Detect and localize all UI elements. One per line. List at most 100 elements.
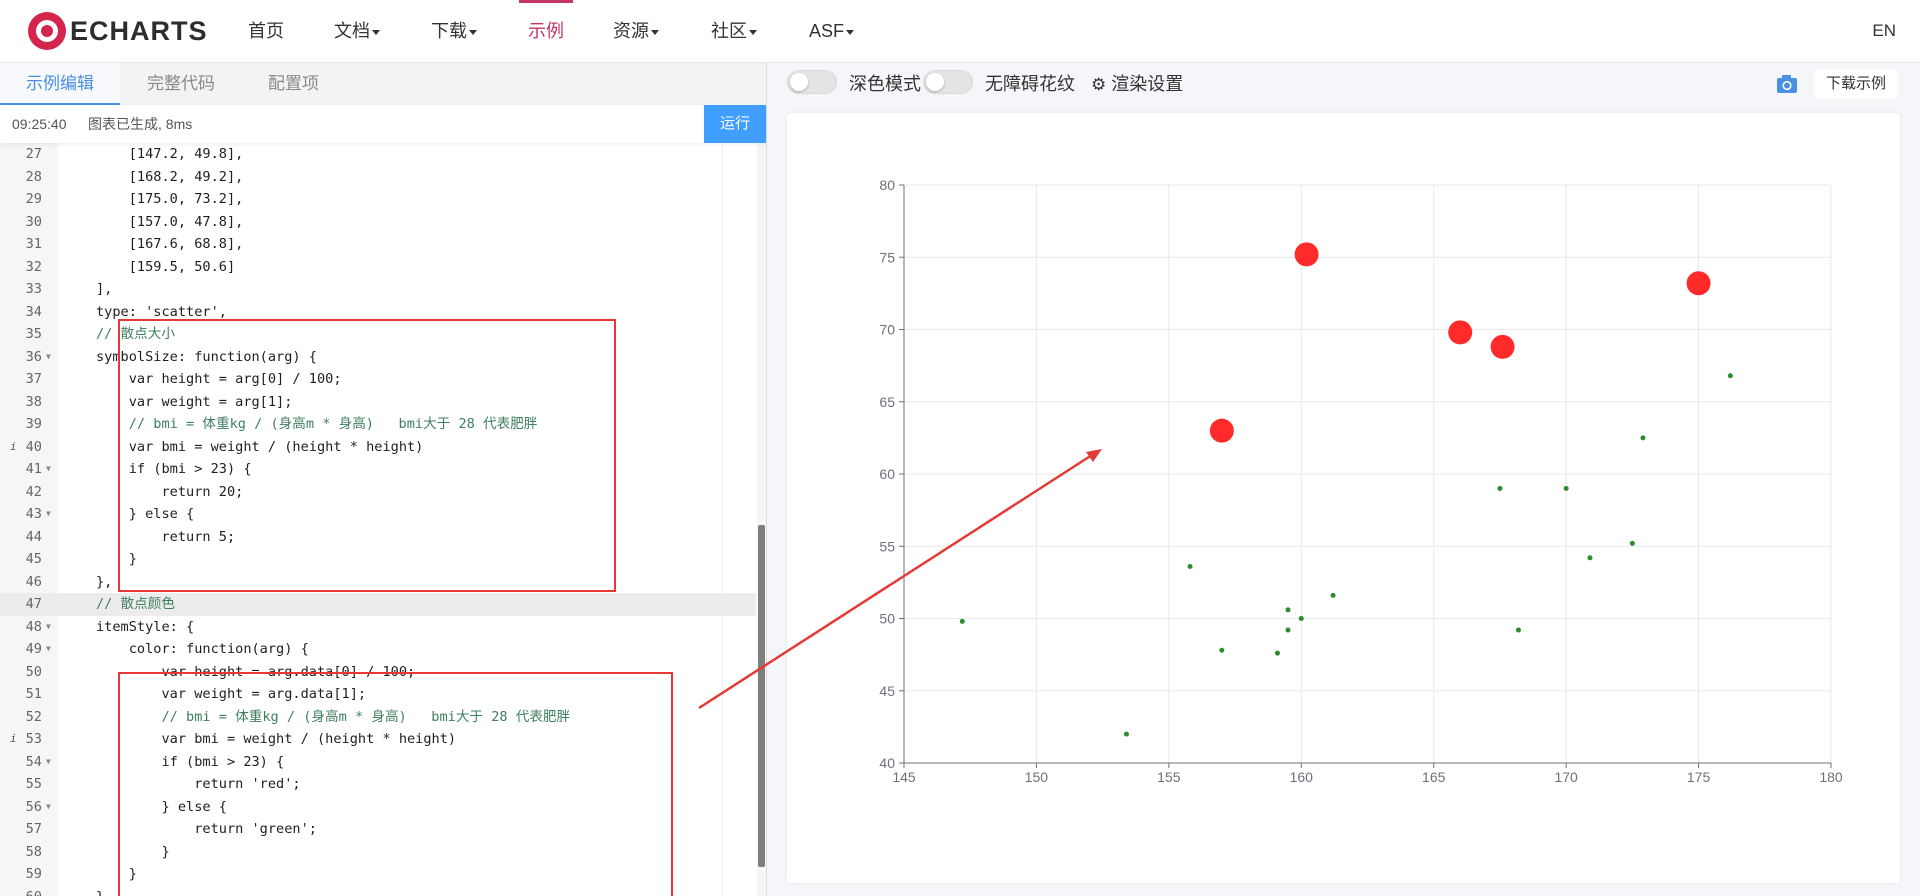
tab-full-code[interactable]: 完整代码 (147, 74, 215, 93)
code-line[interactable]: 54 ▼ if (bmi > 23) { (0, 751, 756, 774)
code-line[interactable]: 48 ▼ itemStyle: { (0, 616, 756, 639)
code-line[interactable]: 42 return 20; (0, 481, 756, 504)
scatter-chart[interactable]: 145 150 155 160 165 170 175 180 40 45 50 55 60 65 70 75… (787, 113, 1900, 883)
editor-pane: 示例编辑 完整代码 配置项 09:25:40 图表已生成, 8ms 运行 27 … (0, 63, 767, 896)
language-switch[interactable]: EN (1872, 21, 1896, 40)
code-line[interactable]: 53 i var bmi = weight / (height * height) (0, 728, 756, 751)
nav-item-community[interactable]: 社区 (711, 0, 757, 62)
nav-item-download[interactable]: 下载 (431, 0, 477, 62)
scatter-point-normal[interactable] (1515, 627, 1521, 633)
fold-arrow-icon[interactable]: ▼ (46, 644, 51, 653)
code-line[interactable]: 51 var weight = arg.data[1]; (0, 683, 756, 706)
code-line[interactable]: 49 ▼ color: function(arg) { (0, 638, 756, 661)
code-text: var weight = arg.data[1]; (96, 686, 367, 702)
info-icon[interactable]: i (10, 439, 17, 453)
fold-arrow-icon[interactable]: ▼ (46, 464, 51, 473)
nav-item-asf[interactable]: ASF (809, 0, 855, 62)
caret-down-icon (469, 29, 477, 35)
code-line[interactable]: 37 var height = arg[0] / 100; (0, 368, 756, 391)
code-text: var bmi = weight / (height * height) (96, 731, 457, 747)
fold-arrow-icon[interactable]: ▼ (46, 509, 51, 518)
nav-item-docs[interactable]: 文档 (334, 0, 380, 62)
scatter-point-normal[interactable] (1298, 616, 1304, 621)
scatter-point-high-bmi[interactable] (1686, 271, 1711, 296)
camera-icon[interactable] (1776, 73, 1798, 95)
scatter-point-normal[interactable] (1274, 650, 1280, 656)
code-text: [175.0, 73.2], (96, 191, 244, 207)
render-settings-button[interactable]: ⚙ 渲染设置 (1091, 63, 1183, 106)
scatter-point-high-bmi[interactable] (1209, 418, 1234, 443)
scatter-point-normal[interactable] (1285, 607, 1291, 613)
code-line[interactable]: 27 [147.2, 49.8], (0, 143, 756, 166)
nav-item-resources[interactable]: 资源 (613, 0, 659, 62)
code-line[interactable]: 50 var height = arg.data[0] / 100; (0, 661, 756, 684)
scatter-point-normal[interactable] (1219, 647, 1225, 653)
scatter-point-normal[interactable] (1285, 627, 1291, 633)
code-text: } (96, 843, 170, 860)
nav-label: ASF (809, 21, 845, 41)
code-line[interactable]: 40 i var bmi = weight / (height * height) (0, 436, 756, 459)
scatter-point-normal[interactable] (1123, 731, 1129, 737)
download-example-button[interactable]: 下载示例 (1814, 69, 1899, 99)
scatter-point-normal[interactable] (1640, 435, 1646, 441)
line-number: 31 (25, 236, 42, 252)
code-line[interactable]: 46}, (0, 571, 756, 594)
nav-item-examples[interactable]: 示例 (519, 0, 573, 65)
scatter-point-high-bmi[interactable] (1294, 242, 1319, 267)
run-button[interactable]: 运行 (704, 105, 766, 143)
scatter-point-normal[interactable] (1497, 485, 1503, 491)
scatter-point-normal[interactable] (1187, 563, 1193, 569)
code-line[interactable]: 36 ▼ symbolSize: function(arg) { (0, 346, 756, 369)
fold-arrow-icon[interactable]: ▼ (46, 801, 51, 811)
code-line[interactable]: 55 return 'red'; (0, 773, 756, 796)
scatter-point-normal[interactable] (1563, 485, 1569, 491)
info-icon[interactable]: i (10, 732, 17, 745)
fold-arrow-icon[interactable]: ▼ (46, 351, 51, 361)
code-line[interactable]: 38 var weight = arg[1]; (0, 391, 756, 414)
y-tick-label: 50 (879, 611, 895, 627)
nav-label: 社区 (711, 21, 747, 41)
code-line[interactable]: 30 [157.0, 47.8], (0, 211, 756, 234)
nav-item-home[interactable]: 首页 (248, 0, 284, 62)
echarts-logo[interactable]: ECHARTS (28, 10, 208, 52)
tab-example-edit[interactable]: 示例编辑 (0, 63, 120, 105)
tab-options[interactable]: 配置项 (268, 74, 319, 93)
scatter-point-high-bmi[interactable] (1448, 320, 1473, 345)
code-line[interactable]: 29 [175.0, 73.2], (0, 188, 756, 211)
code-line[interactable]: 60} (0, 886, 756, 896)
code-line[interactable]: 32 [159.5, 50.6] (0, 256, 756, 279)
code-line[interactable]: 57 return 'green'; (0, 818, 756, 841)
scatter-point-normal[interactable] (1587, 555, 1593, 561)
code-line[interactable]: 28 [168.2, 49.2], (0, 166, 756, 189)
code-line[interactable]: 44 return 5; (0, 526, 756, 549)
code-line[interactable]: 43 ▼ } else { (0, 503, 756, 526)
fold-arrow-icon[interactable]: ▼ (46, 756, 51, 766)
scatter-point-normal[interactable] (1330, 592, 1336, 598)
scatter-point-normal[interactable] (1629, 540, 1635, 546)
x-tick-label: 160 (1290, 769, 1314, 785)
code-editor[interactable]: 27 [147.2, 49.8], 28 [168.2, 49.2], 29 [17… (0, 143, 766, 896)
fold-arrow-icon[interactable]: ▼ (46, 621, 51, 631)
code-line[interactable]: 47 // 散点颜色 (0, 593, 756, 616)
scatter-point-normal[interactable] (1727, 373, 1733, 379)
code-text: return 'green'; (96, 821, 317, 837)
code-line[interactable]: 35 // 散点大小 (0, 323, 756, 346)
code-text: } else { (96, 798, 227, 815)
scatter-point-normal[interactable] (959, 618, 965, 624)
code-line[interactable]: 31 [167.6, 68.8], (0, 233, 756, 256)
code-line[interactable]: 59 } (0, 863, 756, 886)
code-line[interactable]: 33], (0, 278, 756, 301)
code-line[interactable]: 58 } (0, 841, 756, 864)
code-line[interactable]: 39 // bmi = 体重kg / (身高m * 身高) bmi大于 28 代… (0, 413, 756, 436)
dark-mode-toggle[interactable] (787, 70, 837, 94)
code-line[interactable]: 45 } (0, 548, 756, 571)
code-line[interactable]: 52 // bmi = 体重kg / (身高m * 身高) bmi大于 28 代… (0, 706, 756, 729)
line-number: 38 (25, 393, 42, 410)
code-scrollbar-thumb[interactable] (758, 525, 765, 867)
code-line[interactable]: 34 type: 'scatter', (0, 301, 756, 324)
aria-pattern-toggle[interactable] (923, 70, 973, 94)
code-line[interactable]: 41 ▼ if (bmi > 23) { (0, 458, 756, 481)
code-line[interactable]: 56 ▼ } else { (0, 796, 756, 819)
line-number: 58 (25, 843, 42, 860)
scatter-point-high-bmi[interactable] (1490, 334, 1515, 359)
